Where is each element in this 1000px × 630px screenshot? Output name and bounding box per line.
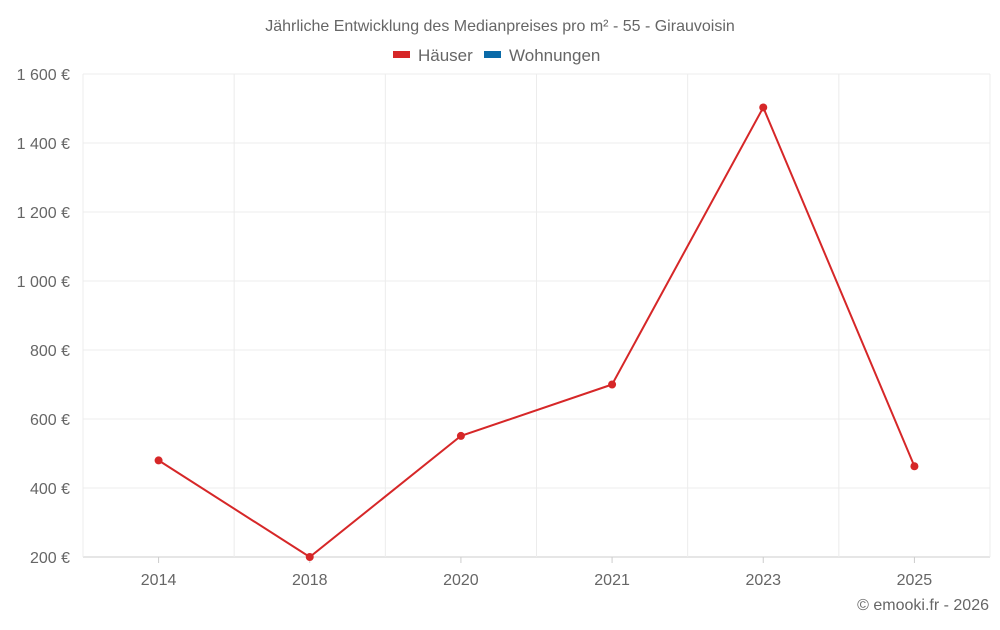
data-point: [608, 380, 617, 389]
x-tick-label: 2025: [897, 572, 933, 589]
y-tick-label: 1 600 €: [17, 67, 70, 84]
series-line: [158, 105, 916, 559]
y-tick-label: 600 €: [30, 412, 70, 429]
x-tick-label: 2023: [745, 572, 781, 589]
data-point: [910, 462, 919, 471]
data-point: [305, 553, 314, 561]
x-tick-label: 2021: [594, 572, 630, 589]
data-point: [154, 456, 163, 465]
y-tick-label: 200 €: [30, 550, 70, 567]
legend-swatch-haeuser: [393, 51, 410, 58]
legend-swatch-wohnungen: [484, 51, 501, 58]
y-tick-label: 1 200 €: [17, 205, 70, 222]
y-tick-label: 1 000 €: [17, 274, 70, 291]
legend-label-wohnungen[interactable]: Wohnungen: [509, 46, 600, 65]
legend: Häuser Wohnungen: [393, 46, 600, 65]
data-point: [759, 103, 768, 112]
legend-label-haeuser[interactable]: Häuser: [418, 46, 473, 65]
y-tick-label: 1 400 €: [17, 136, 70, 153]
x-tick-label: 2014: [141, 572, 177, 589]
x-tick-label: 2020: [443, 572, 479, 589]
credit: © emooki.fr - 2026: [857, 597, 989, 614]
chart-title: Jährliche Entwicklung des Medianpreises …: [265, 18, 735, 35]
data-point: [456, 431, 465, 440]
y-tick-label: 400 €: [30, 481, 70, 498]
x-tick-label: 2018: [292, 572, 328, 589]
y-tick-label: 800 €: [30, 343, 70, 360]
